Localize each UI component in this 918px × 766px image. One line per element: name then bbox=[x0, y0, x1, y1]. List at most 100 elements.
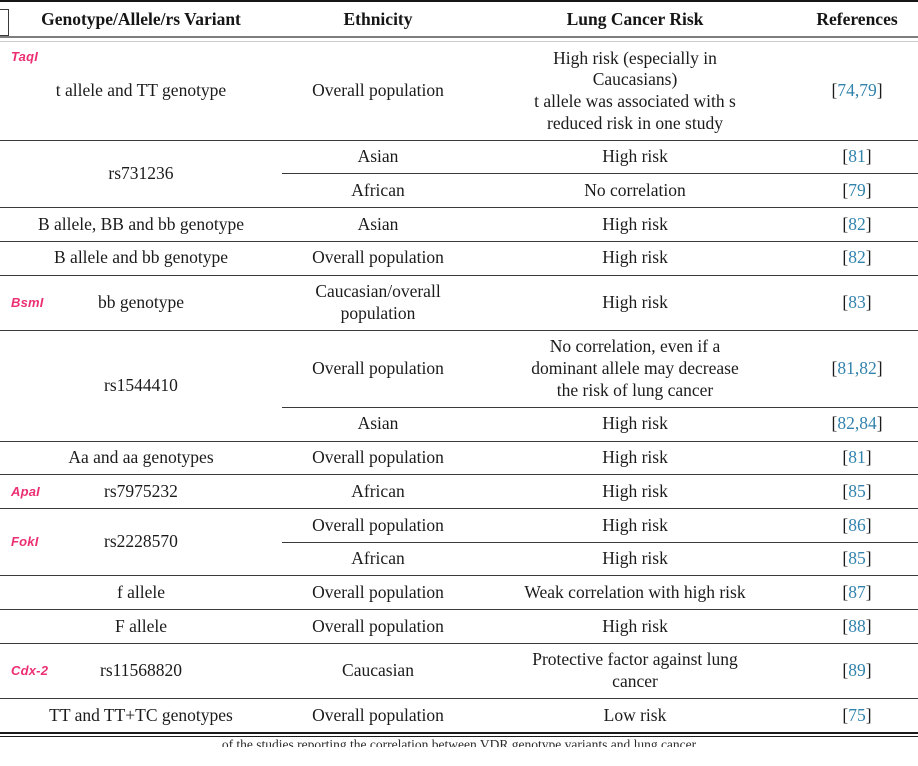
reference-bracket-close: ] bbox=[876, 413, 883, 434]
ethnicity-cell: Overall population bbox=[282, 440, 474, 475]
genotype-cell: B allele, BB and bb genotype bbox=[0, 207, 282, 242]
reference-bracket-open: [ bbox=[842, 704, 849, 725]
ethnicity-cell: Overall population bbox=[282, 240, 474, 275]
genotype-text: B allele and bb genotype bbox=[54, 247, 228, 268]
enzyme-label-cdx-2: Cdx-2 bbox=[11, 662, 49, 678]
reference-link[interactable]: 87 bbox=[848, 581, 866, 602]
ethnicity-cell: Overall population bbox=[282, 609, 474, 644]
genotype-cell: ApaI rs7975232 bbox=[0, 474, 282, 509]
table-header: Genotype/Allele/rs Variant Ethnicity Lung … bbox=[0, 1, 918, 38]
genotype-cell: F allele bbox=[0, 609, 282, 644]
table-row: f allele Overall population Weak correlati… bbox=[0, 575, 918, 610]
genotype-cell: rs1544410 bbox=[0, 329, 282, 442]
lung-cancer-risk-cell: No correlation bbox=[474, 173, 796, 208]
reference-bracket-close: ] bbox=[865, 179, 872, 200]
ethnicity-cell: African bbox=[282, 474, 474, 509]
lung-cancer-risk-cell: No correlation, even if a dominant allel… bbox=[474, 329, 796, 408]
genotype-text: rs1544410 bbox=[104, 374, 178, 395]
reference-link[interactable]: 81 bbox=[848, 447, 866, 468]
table-row: F allele Overall population High risk [88] bbox=[0, 609, 918, 644]
ethnicity-cell: Caucasian bbox=[282, 642, 474, 699]
references-cell: [86] bbox=[796, 508, 918, 543]
reference-bracket-open: [ bbox=[842, 548, 849, 569]
genotype-cell: BsmI bb genotype bbox=[0, 274, 282, 331]
table-row: TT and TT+TC genotypes Overall population… bbox=[0, 698, 918, 732]
enzyme-label-apai: ApaI bbox=[11, 483, 40, 499]
table-row: rs1544410 Overall population No correlatio… bbox=[0, 329, 918, 442]
reference-link[interactable]: 81,82 bbox=[837, 358, 877, 379]
ethnicity-cell: Asian bbox=[282, 139, 474, 174]
reference-link[interactable]: 82,84 bbox=[837, 413, 877, 434]
reference-bracket-close: ] bbox=[865, 291, 872, 312]
table-row: ApaI rs7975232 African High risk [85] bbox=[0, 474, 918, 509]
enzyme-label-taqi: TaqI bbox=[11, 49, 39, 64]
reference-link[interactable]: 89 bbox=[848, 660, 866, 681]
column-header-genotype-allele-rs-variant: Genotype/Allele/rs Variant bbox=[0, 1, 282, 38]
table-row: FokI rs2228570 Overall population High risk… bbox=[0, 507, 918, 576]
lung-cancer-risk-cell: High risk bbox=[474, 474, 796, 509]
genotype-text: t allele and TT genotype bbox=[55, 80, 227, 101]
references-cell: [79] bbox=[796, 173, 918, 208]
reference-link[interactable]: 86 bbox=[848, 514, 866, 535]
genotype-cell: B allele and bb genotype bbox=[0, 240, 282, 275]
table-body: TaqI t allele and TT genotype Overall popu… bbox=[0, 37, 918, 732]
genotype-cell: FokI rs2228570 bbox=[0, 507, 282, 576]
lung-cancer-risk-cell: Protective factor against lung cancer bbox=[474, 642, 796, 699]
table-row: rs731236 Asian High risk [81] bbox=[0, 139, 918, 208]
ethnicity-cell: Overall population bbox=[312, 80, 444, 101]
cut-off-artifact bbox=[0, 9, 9, 36]
reference-bracket-open: [ bbox=[842, 615, 849, 636]
lung-cancer-risk-cell: High risk bbox=[474, 508, 796, 543]
ethnicity-cell: African bbox=[282, 541, 474, 576]
reference-link[interactable]: 88 bbox=[848, 615, 866, 636]
lung-cancer-risk-cell: High risk bbox=[474, 609, 796, 644]
table-row: TaqI t allele and TT genotype Overall popu… bbox=[0, 42, 918, 141]
reference-bracket-close: ] bbox=[876, 80, 883, 101]
lung-cancer-risk-cell: High risk bbox=[474, 440, 796, 475]
reference-link[interactable]: 75 bbox=[848, 704, 866, 725]
reference-bracket-close: ] bbox=[876, 358, 883, 379]
header-double-rule bbox=[0, 37, 918, 42]
reference-link[interactable]: 79 bbox=[848, 179, 866, 200]
ethnicity-cell: African bbox=[282, 173, 474, 208]
lung-cancer-risk-cell: High risk bbox=[474, 274, 796, 331]
column-header-references: References bbox=[796, 1, 918, 38]
reference-link[interactable]: 82 bbox=[848, 247, 866, 268]
reference-bracket-open: [ bbox=[842, 480, 849, 501]
lung-cancer-risk-cell: High risk (especially in Caucasians) t a… bbox=[534, 47, 736, 133]
lung-cancer-risk-cell: Weak correlation with high risk bbox=[474, 575, 796, 610]
reference-link[interactable]: 83 bbox=[848, 291, 866, 312]
references-cell: [85] bbox=[796, 474, 918, 509]
table-row: Cdx-2 rs11568820 Caucasian Protective facto… bbox=[0, 642, 918, 699]
genotype-cell: Cdx-2 rs11568820 bbox=[0, 642, 282, 699]
reference-link[interactable]: 74,79 bbox=[837, 80, 877, 101]
reference-bracket-open: [ bbox=[842, 514, 849, 535]
reference-link[interactable]: 85 bbox=[848, 480, 866, 501]
reference-bracket-close: ] bbox=[865, 447, 872, 468]
reference-bracket-close: ] bbox=[865, 247, 872, 268]
references-cell: [82,84] bbox=[796, 406, 918, 442]
reference-bracket-open: [ bbox=[842, 660, 849, 681]
reference-bracket-open: [ bbox=[842, 247, 849, 268]
reference-link[interactable]: 81 bbox=[848, 146, 866, 167]
reference-bracket-open: [ bbox=[831, 413, 838, 434]
table-row: B allele and bb genotype Overall populati… bbox=[0, 240, 918, 275]
references-cell: [88] bbox=[796, 609, 918, 644]
genotype-cell: Aa and aa genotypes bbox=[0, 440, 282, 475]
clipped-caption-text: of the studies reporting the correlation… bbox=[221, 738, 697, 748]
ethnicity-cell: Overall population bbox=[282, 329, 474, 408]
references-cell: [82] bbox=[796, 240, 918, 275]
clipped-caption: of the studies reporting the correlation… bbox=[0, 738, 918, 747]
reference-link[interactable]: 85 bbox=[848, 548, 866, 569]
genotype-text: TT and TT+TC genotypes bbox=[49, 704, 233, 725]
reference-bracket-open: [ bbox=[842, 447, 849, 468]
ethnicity-cell: Overall population bbox=[282, 698, 474, 732]
table-row: B allele, BB and bb genotype Asian High ri… bbox=[0, 207, 918, 242]
genotype-text: rs731236 bbox=[108, 163, 174, 184]
reference-bracket-close: ] bbox=[865, 660, 872, 681]
ethnicity-cell: Overall population bbox=[282, 508, 474, 543]
lung-cancer-risk-cell: High risk bbox=[474, 406, 796, 442]
lung-cancer-risk-cell: High risk bbox=[474, 139, 796, 174]
reference-link[interactable]: 82 bbox=[848, 213, 866, 234]
references-cell: [81] bbox=[796, 440, 918, 475]
